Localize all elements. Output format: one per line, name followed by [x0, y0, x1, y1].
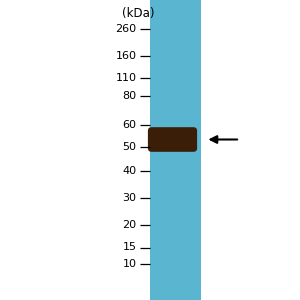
Text: 260: 260 [116, 23, 136, 34]
Text: (kDa): (kDa) [122, 8, 154, 20]
Text: 160: 160 [116, 50, 136, 61]
Text: 40: 40 [122, 166, 136, 176]
Text: 15: 15 [122, 242, 136, 253]
FancyBboxPatch shape [148, 127, 197, 152]
Text: 20: 20 [122, 220, 136, 230]
Bar [150, 0, 201, 300]
Text: 10: 10 [122, 259, 136, 269]
Text: 110: 110 [116, 73, 136, 83]
Text: 80: 80 [122, 91, 136, 101]
Text: 60: 60 [122, 119, 136, 130]
Text: 30: 30 [122, 193, 136, 203]
Text: 50: 50 [122, 142, 136, 152]
